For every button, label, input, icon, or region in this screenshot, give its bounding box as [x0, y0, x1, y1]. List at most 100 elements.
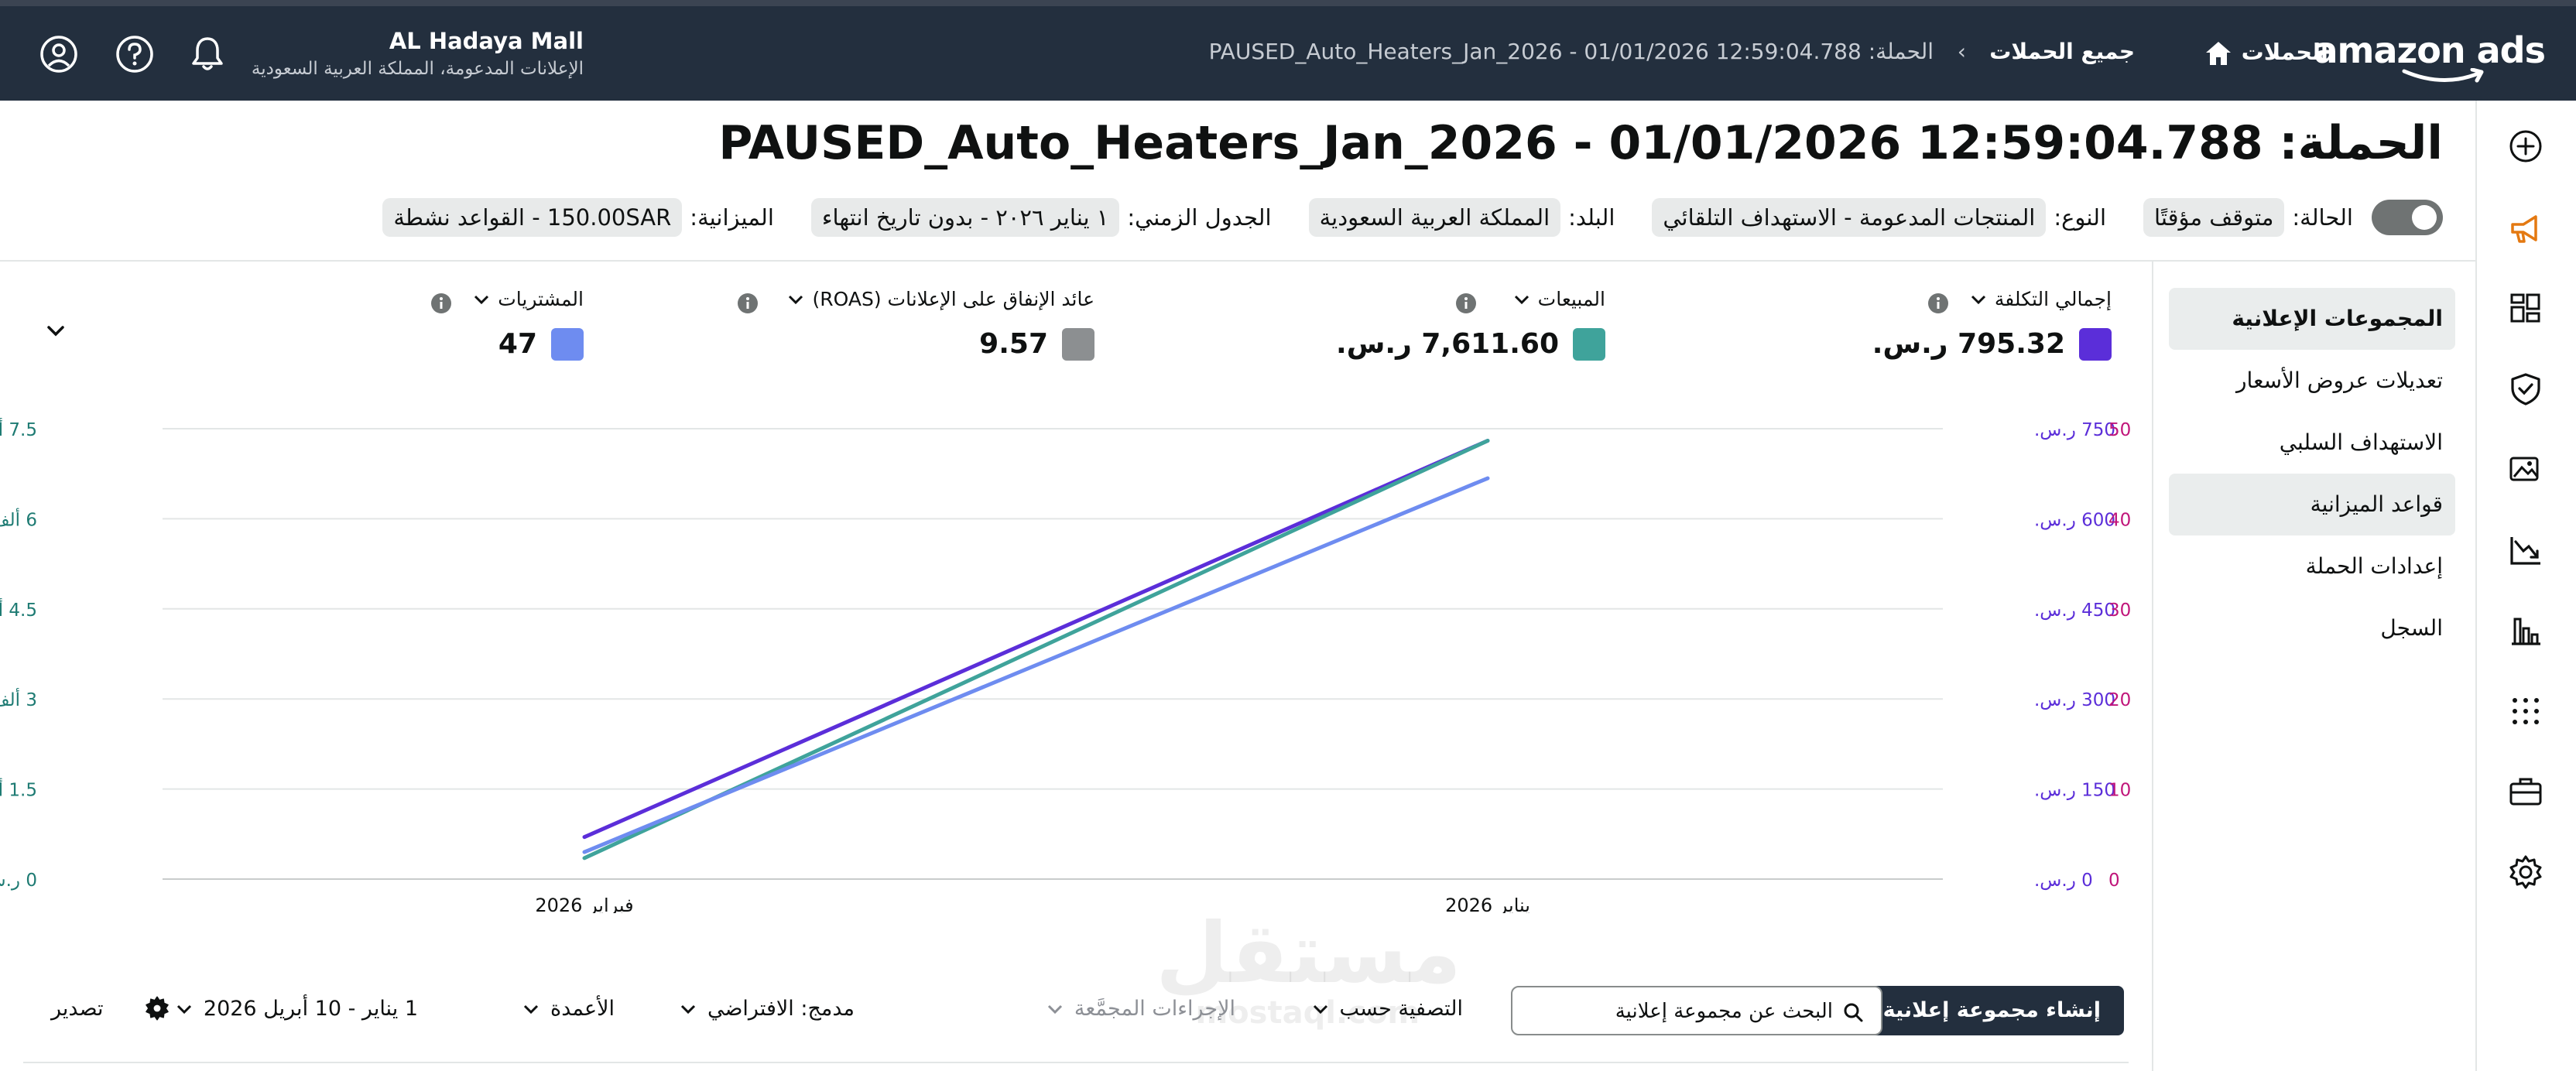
- apps-grid-icon[interactable]: [2508, 693, 2543, 729]
- chevron-down-icon: [1313, 1004, 1327, 1014]
- type-chip: المنتجات المدعومة - الاستهداف التلقائي: [1652, 198, 2047, 237]
- metric-card-purchases[interactable]: المشتريات 47: [150, 288, 584, 381]
- bell-icon[interactable]: [186, 33, 229, 76]
- info-icon[interactable]: [430, 293, 452, 314]
- watermark-arabic: مستقل: [1156, 905, 1461, 1002]
- metric-header[interactable]: إجمالي التكلفة: [1970, 288, 2112, 310]
- date-range-picker[interactable]: 1 يناير - 10 أبريل 2026: [176, 997, 418, 1021]
- chevron-down-icon: [1047, 1004, 1062, 1014]
- watermark-latin: mostaql.com: [1195, 995, 1420, 1031]
- table-settings-icon[interactable]: [144, 995, 170, 1021]
- sidenav-item-history[interactable]: السجل: [2380, 615, 2443, 641]
- merge-label: مدمج: الافتراضي: [707, 997, 855, 1021]
- cost-axis-tick: 750 ر.س.: [2034, 420, 2115, 440]
- campaign-status-toggle[interactable]: [2372, 200, 2443, 235]
- filter-by-dropdown[interactable]: التصفية حسب: [1312, 997, 1463, 1021]
- metric-value: 7,611.60 ر.س.: [1336, 328, 1559, 360]
- sidenav-item-bid-adjustments[interactable]: تعديلات عروض الأسعار: [2236, 368, 2443, 393]
- columns-dropdown[interactable]: الأعمدة: [522, 997, 615, 1021]
- cost-axis-tick: 600 ر.س.: [2034, 510, 2115, 530]
- brand-wordmark: amazon ads: [2314, 29, 2546, 71]
- home-icon[interactable]: [2204, 40, 2232, 67]
- metric-card-total-cost[interactable]: إجمالي التكلفة 795.32 ر.س.: [1678, 288, 2112, 381]
- page-title: الحملة: PAUSED_Auto_Heaters_Jan_2026 - 0…: [718, 116, 2443, 170]
- country-label: البلد:: [1568, 204, 1615, 231]
- breadcrumb-current-campaign: الحملة: PAUSED_Auto_Heaters_Jan_2026 - 0…: [1208, 39, 1934, 64]
- metric-color-swatch[interactable]: [1062, 328, 1094, 361]
- status-label: الحالة:: [2292, 204, 2353, 231]
- sidenav-item-budget-rules[interactable]: قواعد الميزانية: [2169, 474, 2455, 536]
- purchases-axis-tick: 10: [2108, 781, 2131, 801]
- export-button[interactable]: تصدير: [51, 997, 104, 1021]
- left-axis-tick: 4.5 ألف ر.س.: [0, 598, 37, 621]
- account-switcher[interactable]: AL Hadaya Mall الإعلانات المدعومة، الممل…: [252, 28, 584, 79]
- series-line: [582, 476, 1490, 854]
- metric-header[interactable]: المشتريات: [473, 288, 584, 310]
- cost-axis-tick: 300 ر.س.: [2034, 690, 2115, 710]
- sidenav-divider: [2152, 262, 2153, 1071]
- schedule-chip[interactable]: ١ يناير ٢٠٢٦ - بدون تاريخ انتهاء: [810, 198, 1120, 237]
- bulk-actions-dropdown[interactable]: الإجراءات المجمَّعة: [1046, 997, 1235, 1021]
- metric-label: المبيعات: [1537, 288, 1605, 310]
- account-name: AL Hadaya Mall: [389, 28, 584, 54]
- image-icon[interactable]: [2508, 452, 2543, 488]
- metric-color-swatch[interactable]: [551, 328, 584, 361]
- header-divider: [0, 260, 2475, 262]
- settings-icon[interactable]: [2508, 854, 2543, 890]
- bulk-actions-label: الإجراءات المجمَّعة: [1074, 997, 1235, 1021]
- budget-chip[interactable]: 150.00SAR - القواعد نشطة: [382, 198, 683, 237]
- type-label: النوع:: [2054, 204, 2107, 231]
- metric-label: إجمالي التكلفة: [1994, 288, 2112, 310]
- mostaql-watermark: مستقل mostaql.com: [1136, 905, 1461, 1031]
- metric-value: 9.57: [979, 328, 1048, 360]
- purchases-axis-tick: 0: [2108, 871, 2120, 891]
- chevron-down-icon: [176, 1004, 191, 1014]
- left-axis-tick: 3 ألف ر.س.: [0, 688, 37, 710]
- help-icon[interactable]: [113, 33, 156, 76]
- info-icon[interactable]: [1927, 293, 1949, 314]
- country-chip: المملكة العربية السعودية: [1308, 198, 1561, 237]
- megaphone-icon[interactable]: [2508, 210, 2543, 246]
- status-chip: متوقف مؤقتًا: [2143, 198, 2285, 237]
- schedule-label: الجدول الزمني:: [1127, 204, 1272, 231]
- briefcase-icon[interactable]: [2508, 774, 2543, 809]
- metric-label: المشتريات: [498, 288, 584, 310]
- metric-color-swatch[interactable]: [2079, 328, 2112, 361]
- ad-group-search[interactable]: [1511, 986, 1882, 1035]
- merge-dropdown[interactable]: مدمج: الافتراضي: [680, 997, 855, 1021]
- plus-circle-icon[interactable]: [2508, 128, 2543, 164]
- left-axis-tick: 1.5 ألف ر.س.: [0, 778, 37, 801]
- collapse-chart-icon[interactable]: [43, 319, 68, 344]
- search-input[interactable]: [1539, 997, 1833, 1026]
- shield-icon[interactable]: [2508, 371, 2543, 407]
- metric-card-roas[interactable]: عائد الإنفاق على الإعلانات (ROAS) 9.57: [661, 288, 1094, 381]
- dashboard-icon[interactable]: [2508, 291, 2543, 327]
- amazon-ads-logo[interactable]: amazon ads: [2314, 28, 2546, 83]
- x-axis-tick: فبراير 2026: [535, 895, 633, 913]
- smile-arrow-icon: [2402, 68, 2484, 83]
- metric-header[interactable]: عائد الإنفاق على الإعلانات (ROAS): [787, 288, 1094, 310]
- sidenav-item-negative-targeting[interactable]: الاستهداف السلبي: [2279, 429, 2443, 455]
- budget-label: الميزانية:: [690, 204, 774, 231]
- user-icon[interactable]: [37, 33, 80, 76]
- filter-label: التصفية حسب: [1339, 997, 1463, 1021]
- create-ad-group-button[interactable]: إنشاء مجموعة إعلانية: [1859, 986, 2124, 1035]
- metric-card-sales[interactable]: المبيعات 7,611.60 ر.س.: [1172, 288, 1605, 381]
- nav-campaigns-link[interactable]: الحملات: [2241, 39, 2328, 65]
- sidenav-item-ad-groups[interactable]: المجموعات الإعلانية: [2169, 288, 2455, 350]
- metric-header[interactable]: المبيعات: [1513, 288, 1605, 310]
- ad-groups-toolbar: إنشاء مجموعة إعلانية التصفية حسب الإجراء…: [0, 983, 2152, 1038]
- metric-color-swatch[interactable]: [1573, 328, 1605, 361]
- trend-icon[interactable]: [2508, 532, 2543, 568]
- info-icon[interactable]: [1455, 293, 1477, 314]
- date-range-label: 1 يناير - 10 أبريل 2026: [203, 997, 418, 1021]
- sidenav-item-campaign-settings[interactable]: إعدادات الحملة: [2305, 553, 2443, 579]
- bar-chart-icon[interactable]: [2508, 613, 2543, 648]
- breadcrumb-all-campaigns[interactable]: جميع الحملات: [1989, 39, 2135, 64]
- chevron-down-icon: [680, 1004, 696, 1014]
- metric-value: 47: [498, 328, 537, 360]
- info-icon[interactable]: [737, 293, 759, 314]
- account-marketplace: الإعلانات المدعومة، المملكة العربية السع…: [251, 59, 584, 79]
- performance-line-chart: 0 ر.س. 0 ر.س. 0 1.5 ألف ر.س. 150 ر.س.10 3 ألف…: [0, 418, 2131, 913]
- chevron-down-icon: [789, 295, 803, 304]
